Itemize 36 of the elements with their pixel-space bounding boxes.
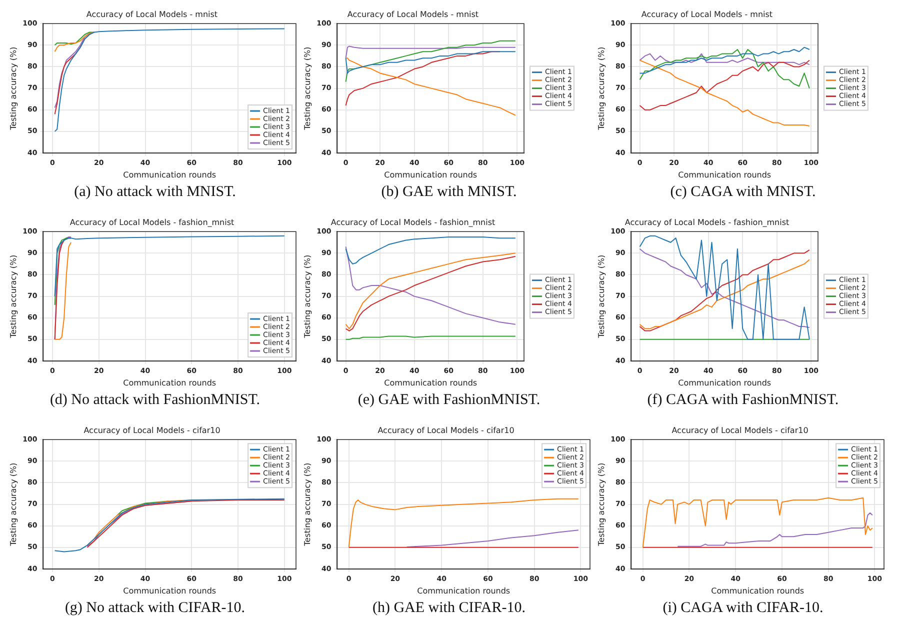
x-axis-title: Communication rounds <box>123 170 216 180</box>
y-axis-title: Testing accuracy (%) <box>8 46 18 131</box>
text: (g) No attack with CIFAR-10. <box>64 600 246 617</box>
chart-title: Accuracy of Local Models - cifar10 <box>672 426 808 435</box>
x-axis-title: Communication rounds <box>711 586 804 596</box>
chart-title: Accuracy of Local Models - mnist <box>347 10 479 19</box>
chart-title: Accuracy of Local Models - fashion_mnist <box>330 218 496 227</box>
text: (e) GAE with FashionMNIST. <box>356 392 542 409</box>
y-axis-title: Testing accuracy (%) <box>302 254 312 339</box>
y-axis-title: Testing accuracy (%) <box>8 462 18 547</box>
chart-title: Accuracy of Local Models - mnist <box>86 10 218 19</box>
y-axis-title: Testing accuracy (%) <box>596 254 606 339</box>
chart-title: Accuracy of Local Models - cifar10 <box>378 426 514 435</box>
text: (a) No attack with MNIST. <box>73 184 237 201</box>
y-axis-title: Testing accuracy (%) <box>302 46 312 131</box>
text: (f) CAGA with FashionMNIST. <box>646 392 840 409</box>
x-axis-title: Communication rounds <box>123 378 216 388</box>
text: (h) GAE with CIFAR-10. <box>371 600 527 617</box>
y-axis-title: Testing accuracy (%) <box>596 462 606 547</box>
text: (i) CAGA with CIFAR-10. <box>662 600 824 617</box>
y-axis-title: Testing accuracy (%) <box>8 254 18 339</box>
x-axis-title: Communication rounds <box>384 170 478 180</box>
x-axis-title: Communication rounds <box>417 586 510 596</box>
chart-title: Accuracy of Local Models - cifar10 <box>84 426 220 435</box>
x-axis-title: Communication rounds <box>384 378 478 388</box>
x-axis-title: Communication rounds <box>678 378 772 388</box>
chart-title: Accuracy of Local Models - fashion_mnist <box>624 218 790 227</box>
x-axis-title: Communication rounds <box>123 586 216 596</box>
text: (d) No attack with FashionMNIST. <box>48 392 262 409</box>
text: (c) CAGA with MNIST. <box>669 184 817 201</box>
chart-title: Accuracy of Local Models - mnist <box>641 10 773 19</box>
chart-title: Accuracy of Local Models - fashion_mnist <box>70 218 234 227</box>
y-axis-title: Testing accuracy (%) <box>596 46 606 131</box>
x-axis-title: Communication rounds <box>678 170 772 180</box>
text: (b) GAE with MNIST. <box>380 184 518 201</box>
y-axis-title: Testing accuracy (%) <box>302 462 312 547</box>
